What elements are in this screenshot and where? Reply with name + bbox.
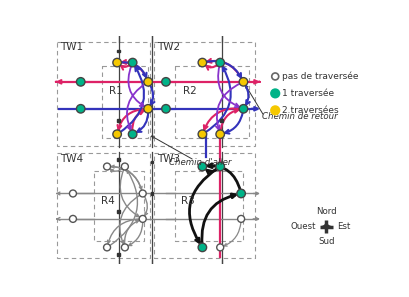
Circle shape: [161, 105, 170, 113]
Text: pas de traversée: pas de traversée: [281, 72, 358, 81]
Circle shape: [128, 58, 137, 67]
Circle shape: [216, 130, 224, 138]
Circle shape: [69, 215, 76, 222]
Bar: [117, 158, 120, 161]
Bar: [175, 67, 248, 138]
Circle shape: [128, 130, 137, 138]
Circle shape: [69, 190, 76, 197]
Bar: [117, 253, 120, 256]
Bar: [150, 192, 153, 195]
Circle shape: [112, 130, 121, 138]
Circle shape: [198, 243, 206, 252]
Text: Chemin d'aller: Chemin d'aller: [169, 158, 231, 167]
Circle shape: [270, 89, 279, 98]
Circle shape: [236, 189, 245, 198]
Bar: [57, 154, 150, 258]
Circle shape: [103, 244, 110, 251]
Circle shape: [139, 190, 146, 197]
Text: Sud: Sud: [317, 237, 334, 247]
Circle shape: [112, 58, 121, 67]
Circle shape: [121, 163, 128, 170]
Bar: [154, 154, 254, 258]
Circle shape: [144, 105, 152, 113]
Bar: [117, 119, 120, 122]
Bar: [154, 42, 254, 146]
Circle shape: [198, 162, 206, 171]
Circle shape: [238, 105, 247, 113]
Circle shape: [237, 215, 244, 222]
Circle shape: [121, 244, 128, 251]
Bar: [117, 210, 120, 213]
Bar: [101, 67, 148, 138]
Circle shape: [144, 78, 152, 86]
Circle shape: [271, 73, 278, 80]
Bar: [117, 50, 120, 52]
Text: R1: R1: [108, 86, 122, 96]
Bar: [57, 42, 150, 146]
Bar: [94, 171, 144, 241]
Text: R4: R4: [101, 195, 115, 206]
Text: 1 traversée: 1 traversée: [281, 89, 333, 98]
Circle shape: [270, 106, 279, 115]
Circle shape: [103, 163, 110, 170]
Text: TW2: TW2: [157, 42, 180, 52]
Bar: [220, 119, 222, 122]
Text: R2: R2: [182, 86, 196, 96]
Text: R3: R3: [181, 195, 195, 206]
Text: Nord: Nord: [315, 207, 336, 216]
Bar: [150, 161, 153, 163]
Text: TW4: TW4: [61, 154, 83, 164]
Bar: [175, 171, 243, 241]
Text: Chemin de retour: Chemin de retour: [261, 112, 337, 121]
Circle shape: [161, 78, 170, 86]
Text: Est: Est: [336, 222, 350, 231]
Text: TW3: TW3: [157, 154, 180, 164]
Circle shape: [198, 130, 206, 138]
Text: Ouest: Ouest: [289, 222, 315, 231]
Circle shape: [198, 58, 206, 67]
Circle shape: [216, 244, 223, 251]
Text: 2 traversées: 2 traversées: [281, 106, 338, 115]
Circle shape: [76, 78, 85, 86]
Circle shape: [238, 78, 247, 86]
Circle shape: [139, 215, 146, 222]
Circle shape: [76, 105, 85, 113]
Circle shape: [216, 162, 224, 171]
Circle shape: [216, 58, 224, 67]
Text: TW1: TW1: [61, 42, 83, 52]
